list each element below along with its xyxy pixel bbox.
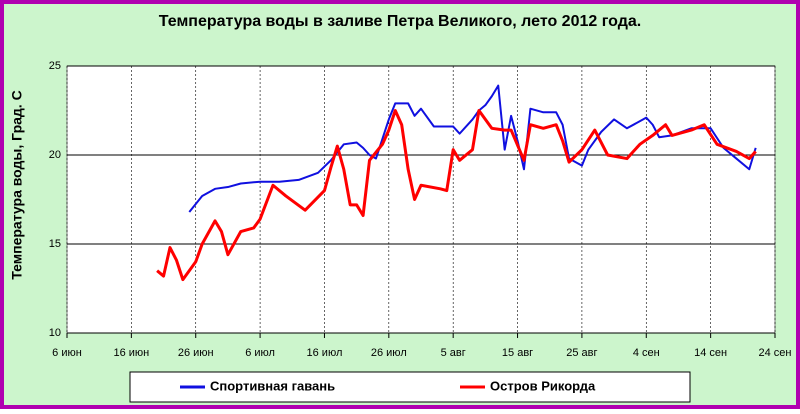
x-tick-label: 15 авг [502,347,533,359]
legend [129,371,691,403]
x-tick-label: 6 июл [245,347,275,359]
x-tick-label: 14 сен [694,347,727,359]
x-tick-label: 6 июн [52,347,82,359]
x-tick-label: 26 июл [371,347,407,359]
y-tick-label: 10 [49,327,61,339]
legend-label: Остров Рикорда [490,378,596,393]
y-tick-label: 25 [49,60,61,72]
chart-title: Температура воды в заливе Петра Великого… [159,13,641,30]
plot-area [66,65,776,334]
series-line [188,84,757,213]
y-tick-label: 15 [49,238,61,250]
legend-label: Спортивная гавань [210,378,335,393]
x-tick-label: 5 авг [441,347,466,359]
x-tick-label: 16 июн [113,347,149,359]
x-tick-label: 16 июл [307,347,343,359]
series-line [156,109,757,282]
x-tick-label: 4 сен [633,347,660,359]
y-tick-label: 20 [49,149,61,161]
y-axis-label: Температура воды, Град. С [9,90,25,279]
x-tick-label: 24 сен [759,347,792,359]
x-tick-label: 25 авг [566,347,597,359]
x-tick-label: 26 июн [178,347,214,359]
